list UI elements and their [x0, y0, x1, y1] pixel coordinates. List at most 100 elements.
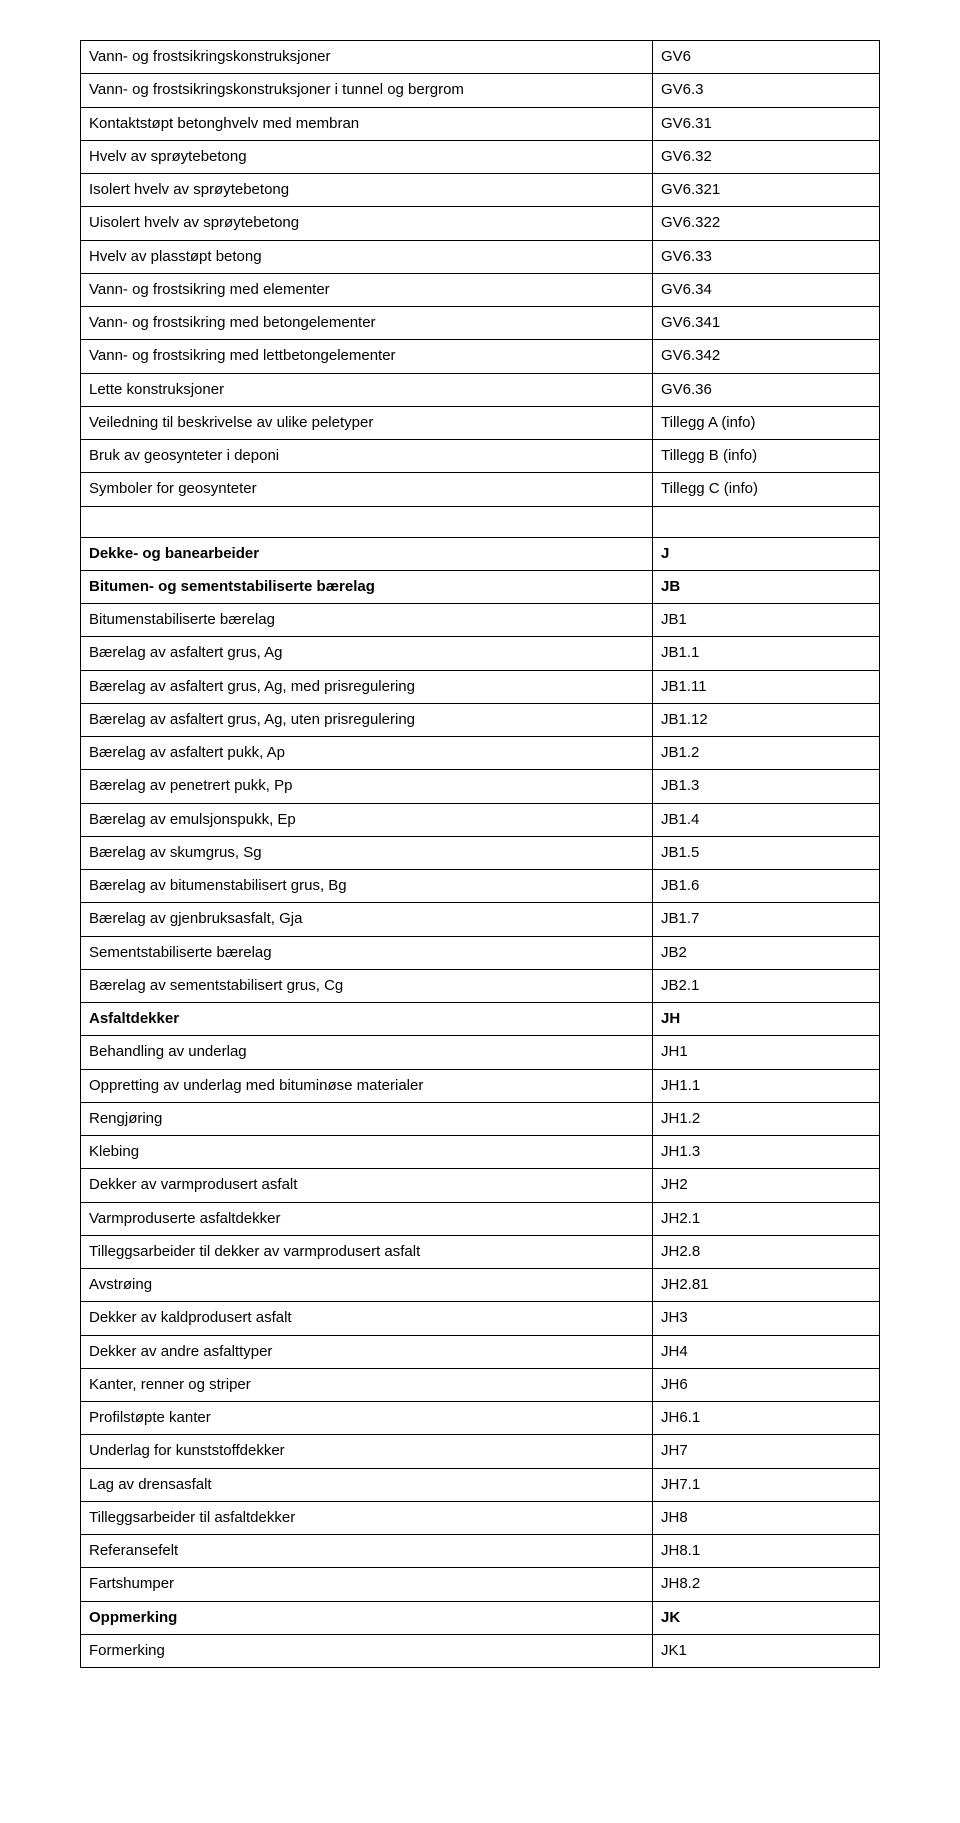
code-cell: GV6.342: [653, 340, 880, 373]
table-row: Dekker av varmprodusert asfaltJH2: [81, 1169, 880, 1202]
label-cell: Dekker av varmprodusert asfalt: [81, 1169, 653, 1202]
table-row: Underlag for kunststoffdekkerJH7: [81, 1435, 880, 1468]
code-cell: GV6.321: [653, 174, 880, 207]
label-cell: Hvelv av plasstøpt betong: [81, 240, 653, 273]
table-row: Hvelv av plasstøpt betongGV6.33: [81, 240, 880, 273]
table-row: Bruk av geosynteter i deponiTillegg B (i…: [81, 440, 880, 473]
table-row: Vann- og frostsikring med elementerGV6.3…: [81, 273, 880, 306]
code-cell: Tillegg A (info): [653, 406, 880, 439]
table-row: Vann- og frostsikringskonstruksjonerGV6: [81, 41, 880, 74]
code-cell: JB1.5: [653, 836, 880, 869]
label-cell: Bærelag av gjenbruksasfalt, Gja: [81, 903, 653, 936]
code-cell: GV6.36: [653, 373, 880, 406]
label-cell: Vann- og frostsikring med elementer: [81, 273, 653, 306]
code-cell: JH2: [653, 1169, 880, 1202]
code-cell: JB1.2: [653, 737, 880, 770]
label-cell: Vann- og frostsikring med betongelemente…: [81, 307, 653, 340]
label-cell: Bærelag av asfaltert grus, Ag: [81, 637, 653, 670]
label-cell: Kanter, renner og striper: [81, 1368, 653, 1401]
code-cell: JH8.1: [653, 1535, 880, 1568]
code-cell: GV6.3: [653, 74, 880, 107]
label-cell: Profilstøpte kanter: [81, 1402, 653, 1435]
code-cell: JB1.7: [653, 903, 880, 936]
table-row: Vann- og frostsikring med lettbetongelem…: [81, 340, 880, 373]
label-cell: Isolert hvelv av sprøytebetong: [81, 174, 653, 207]
table-row: Dekker av kaldprodusert asfaltJH3: [81, 1302, 880, 1335]
code-cell: JH1.2: [653, 1102, 880, 1135]
table-row: Bærelag av skumgrus, SgJB1.5: [81, 836, 880, 869]
code-cell: JH1.3: [653, 1136, 880, 1169]
code-cell: JK: [653, 1601, 880, 1634]
label-cell: Bærelag av asfaltert pukk, Ap: [81, 737, 653, 770]
label-cell: Bitumen- og sementstabiliserte bærelag: [81, 570, 653, 603]
code-cell: JH: [653, 1003, 880, 1036]
table-row: Kanter, renner og striperJH6: [81, 1368, 880, 1401]
table-row: Tilleggsarbeider til asfaltdekkerJH8: [81, 1501, 880, 1534]
table-row: RengjøringJH1.2: [81, 1102, 880, 1135]
code-cell: JH3: [653, 1302, 880, 1335]
label-cell: Avstrøing: [81, 1269, 653, 1302]
code-cell: J: [653, 537, 880, 570]
table-row: Vann- og frostsikring med betongelemente…: [81, 307, 880, 340]
label-cell: Kontaktstøpt betonghvelv med membran: [81, 107, 653, 140]
label-cell: Klebing: [81, 1136, 653, 1169]
table-row: Bærelag av bitumenstabilisert grus, BgJB…: [81, 870, 880, 903]
label-cell: Bærelag av sementstabilisert grus, Cg: [81, 969, 653, 1002]
label-cell: Oppmerking: [81, 1601, 653, 1634]
table-row: [81, 506, 880, 537]
label-cell: Tilleggsarbeider til dekker av varmprodu…: [81, 1235, 653, 1268]
code-cell: JH6: [653, 1368, 880, 1401]
label-cell: Rengjøring: [81, 1102, 653, 1135]
code-cell: JB1.3: [653, 770, 880, 803]
label-cell: Bærelag av bitumenstabilisert grus, Bg: [81, 870, 653, 903]
table-row: Varmproduserte asfaltdekkerJH2.1: [81, 1202, 880, 1235]
label-cell: Fartshumper: [81, 1568, 653, 1601]
code-cell: JH2.1: [653, 1202, 880, 1235]
label-cell: Bærelag av penetrert pukk, Pp: [81, 770, 653, 803]
table-row: Symboler for geosynteterTillegg C (info): [81, 473, 880, 506]
label-cell: Referansefelt: [81, 1535, 653, 1568]
table-row: Bærelag av asfaltert grus, Ag, med prisr…: [81, 670, 880, 703]
table-row: Bærelag av emulsjonspukk, EpJB1.4: [81, 803, 880, 836]
label-cell: Varmproduserte asfaltdekker: [81, 1202, 653, 1235]
code-cell: JH2.8: [653, 1235, 880, 1268]
table-row: Uisolert hvelv av sprøytebetongGV6.322: [81, 207, 880, 240]
empty-cell: [653, 506, 880, 537]
code-cell: JH7: [653, 1435, 880, 1468]
code-cell: JB2: [653, 936, 880, 969]
label-cell: Vann- og frostsikringskonstruksjoner: [81, 41, 653, 74]
code-cell: JB1: [653, 604, 880, 637]
table-row: Bærelag av asfaltert grus, Ag, uten pris…: [81, 703, 880, 736]
code-cell: JH1: [653, 1036, 880, 1069]
table-row: Bitumen- og sementstabiliserte bærelagJB: [81, 570, 880, 603]
label-cell: Dekker av andre asfalttyper: [81, 1335, 653, 1368]
label-cell: Bærelag av skumgrus, Sg: [81, 836, 653, 869]
table-row: Bærelag av asfaltert grus, AgJB1.1: [81, 637, 880, 670]
label-cell: Uisolert hvelv av sprøytebetong: [81, 207, 653, 240]
label-cell: Lette konstruksjoner: [81, 373, 653, 406]
label-cell: Veiledning til beskrivelse av ulike pele…: [81, 406, 653, 439]
code-cell: JB: [653, 570, 880, 603]
table-row: Bærelag av gjenbruksasfalt, GjaJB1.7: [81, 903, 880, 936]
code-cell: GV6.32: [653, 140, 880, 173]
table-row: Bærelag av asfaltert pukk, ApJB1.2: [81, 737, 880, 770]
code-cell: GV6.322: [653, 207, 880, 240]
code-cell: GV6.34: [653, 273, 880, 306]
table-row: Profilstøpte kanterJH6.1: [81, 1402, 880, 1435]
label-cell: Dekke- og banearbeider: [81, 537, 653, 570]
code-cell: JH4: [653, 1335, 880, 1368]
table-row: FormerkingJK1: [81, 1634, 880, 1667]
label-cell: Bærelag av asfaltert grus, Ag, uten pris…: [81, 703, 653, 736]
table-row: Behandling av underlagJH1: [81, 1036, 880, 1069]
label-cell: Asfaltdekker: [81, 1003, 653, 1036]
code-cell: GV6.33: [653, 240, 880, 273]
code-cell: JB1.12: [653, 703, 880, 736]
code-cell: JH7.1: [653, 1468, 880, 1501]
label-cell: Formerking: [81, 1634, 653, 1667]
code-cell: GV6.31: [653, 107, 880, 140]
table-row: Sementstabiliserte bærelagJB2: [81, 936, 880, 969]
label-cell: Behandling av underlag: [81, 1036, 653, 1069]
label-cell: Tilleggsarbeider til asfaltdekker: [81, 1501, 653, 1534]
table-row: Lette konstruksjonerGV6.36: [81, 373, 880, 406]
table-row: KlebingJH1.3: [81, 1136, 880, 1169]
